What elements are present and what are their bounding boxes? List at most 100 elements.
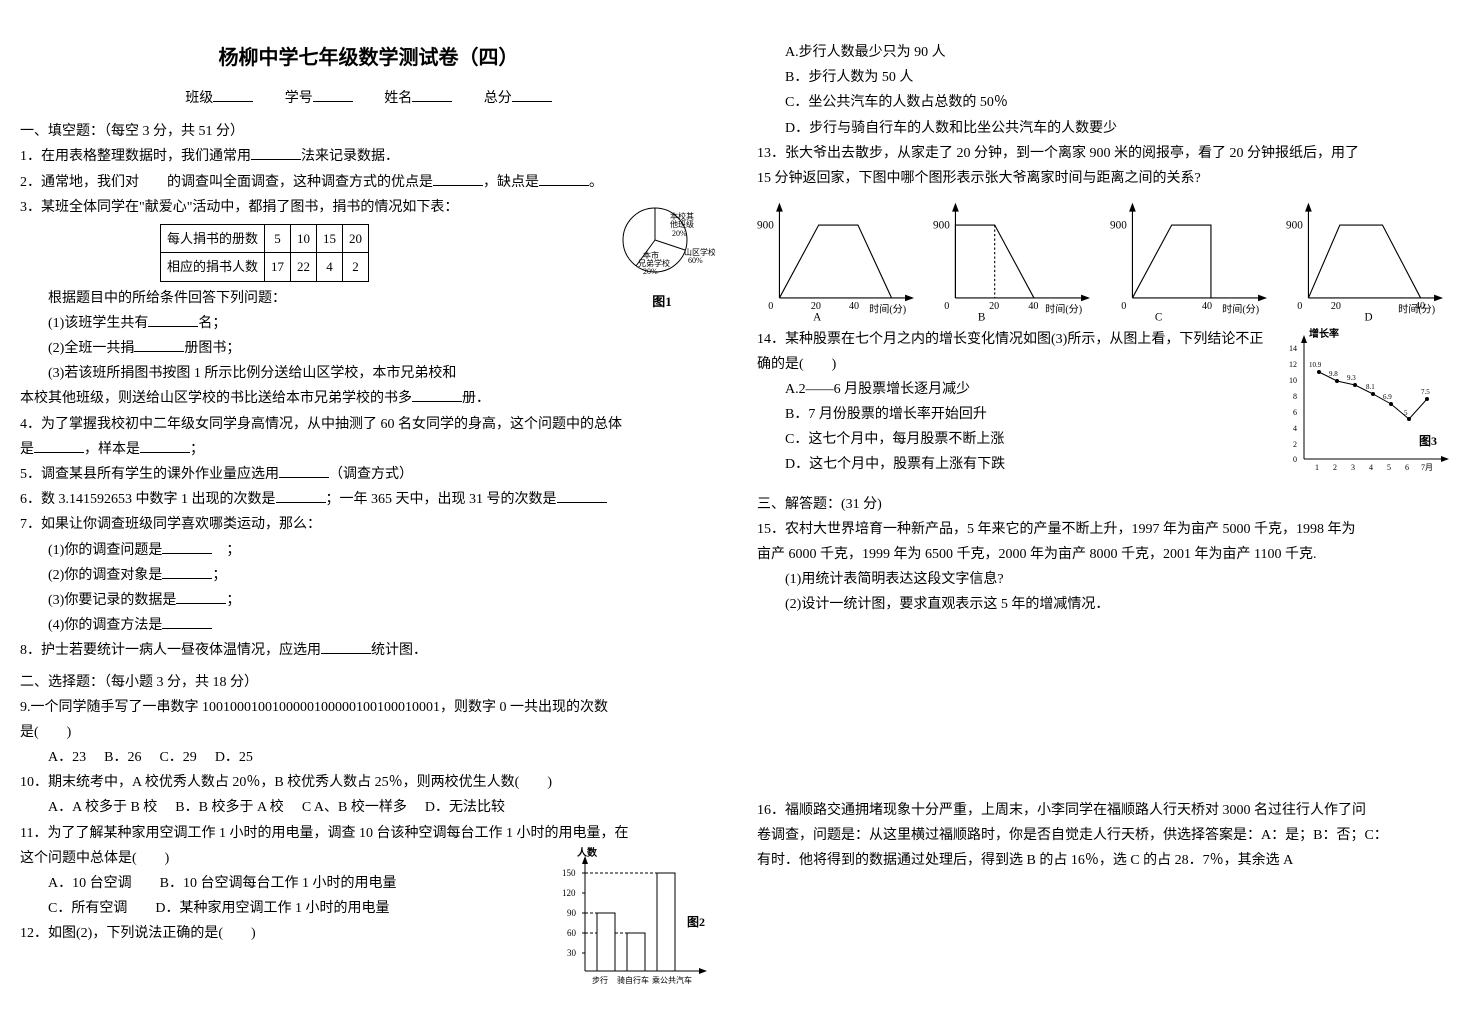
svg-text:5: 5 <box>1404 409 1408 417</box>
svg-text:图3: 图3 <box>1419 434 1437 448</box>
q3-sub3b: 本校其他班级，则送给山区学校的书比送给本市兄弟学校的书多册． <box>20 386 717 411</box>
q13a: 13．张大爷出去散步，从家走了 20 分钟，到一个离家 900 米的阅报亭，看了… <box>757 141 1454 166</box>
svg-text:0: 0 <box>944 301 949 312</box>
q4b: 是，样本是； <box>20 437 717 462</box>
svg-text:900: 900 <box>933 220 950 232</box>
svg-text:7.5: 7.5 <box>1421 388 1430 396</box>
figure-2-bar: 人数 150 120 90 60 30 步行 <box>557 846 717 996</box>
section1-head: 一、填空题：（每空 3 分，共 51 分） <box>20 119 717 144</box>
q9-choices: A．23B．26C．29D．25 <box>20 745 717 770</box>
svg-text:8.1: 8.1 <box>1366 383 1375 391</box>
svg-text:6: 6 <box>1405 463 1409 472</box>
q9a: 9.一个同学随手写了一串数字 1001000100100000100000100… <box>20 695 717 720</box>
svg-text:900: 900 <box>1286 220 1303 232</box>
figure-3-line: 增长率 14 12 10 8 6 4 2 0 10.9 9.8 9.3 <box>1274 327 1454 491</box>
svg-text:时间(分): 时间(分) <box>869 303 906 316</box>
chart-c: 900 0 40 C 时间(分) <box>1110 197 1278 320</box>
svg-text:900: 900 <box>1110 220 1127 232</box>
svg-text:C: C <box>1154 312 1161 321</box>
svg-text:90: 90 <box>567 908 577 918</box>
svg-text:人数: 人数 <box>577 846 598 859</box>
svg-text:6.9: 6.9 <box>1383 393 1392 401</box>
q3-table: 每人捐书的册数5101520 相应的捐书人数172242 <box>160 224 369 282</box>
q7s3: (3)你要记录的数据是； <box>20 588 717 613</box>
svg-text:增长率: 增长率 <box>1309 327 1339 340</box>
svg-text:20: 20 <box>989 301 999 312</box>
q12a: A.步行人数最少只为 90 人 <box>757 40 1454 65</box>
chart-d: 900 0 20 40 D 时间(分) <box>1286 197 1454 320</box>
svg-text:900: 900 <box>757 220 774 232</box>
svg-text:时间(分): 时间(分) <box>1045 303 1082 316</box>
q15b: 亩产 6000 千克，1999 年为 6500 千克，2000 年为亩产 800… <box>757 542 1454 567</box>
q9b: 是( ) <box>20 720 717 745</box>
svg-text:乘公共汽车: 乘公共汽车 <box>652 975 692 985</box>
student-info-line: 班级 学号 姓名 总分 <box>20 86 717 111</box>
chart-a: 900 0 20 40 A 时间(分) <box>757 197 925 320</box>
svg-text:30: 30 <box>567 948 577 958</box>
q7: 7．如果让你调查班级同学喜欢哪类运动，那么： <box>20 512 717 537</box>
svg-text:8: 8 <box>1293 392 1297 401</box>
q3-sub3: (3)若该班所捐图书按图 1 所示比例分送给山区学校，本市兄弟校和 <box>20 361 717 386</box>
svg-text:6: 6 <box>1293 408 1297 417</box>
q12c: C．坐公共汽车的人数占总数的 50％ <box>757 90 1454 115</box>
svg-text:40: 40 <box>1201 301 1211 312</box>
q15s1: (1)用统计表简明表达这段文字信息? <box>757 567 1454 592</box>
svg-text:40: 40 <box>1029 301 1039 312</box>
q16c: 有时．他将得到的数据通过处理后，得到选 B 的占 16％，选 C 的占 28．7… <box>757 848 1454 873</box>
svg-text:D: D <box>1364 312 1372 321</box>
q1: 1．在用表格整理数据时，我们通常用法来记录数据． <box>20 144 717 169</box>
svg-text:150: 150 <box>562 868 576 878</box>
svg-text:A: A <box>813 312 822 321</box>
q7s1: (1)你的调查问题是 ； <box>20 538 717 563</box>
q7s4: (4)你的调查方法是 <box>20 613 717 638</box>
fig1-caption: 图1 <box>607 290 717 313</box>
svg-text:10: 10 <box>1289 376 1297 385</box>
svg-text:时间(分): 时间(分) <box>1398 303 1435 316</box>
section2-head: 二、选择题：（每小题 3 分，共 18 分） <box>20 670 717 695</box>
table-row: 相应的捐书人数172242 <box>161 253 369 281</box>
q6: 6．数 3.141592653 中数字 1 出现的次数是；一年 365 天中，出… <box>20 487 717 512</box>
svg-text:4: 4 <box>1293 424 1297 433</box>
label-id: 学号 <box>285 91 313 106</box>
q11a: 11．为了了解某种家用空调工作 1 小时的用电量，调查 10 台该种空调每台工作… <box>20 821 717 846</box>
q4: 4．为了掌握我校初中二年级女同学身高情况，从中抽测了 60 名女同学的身高，这个… <box>20 412 717 437</box>
q12d: D．步行与骑自行车的人数和比坐公共汽车的人数要少 <box>757 116 1454 141</box>
svg-text:10.9: 10.9 <box>1309 361 1322 369</box>
q10-choices: A．A 校多于 B 校B．B 校多于 A 校C A、B 校一样多D．无法比较 <box>20 795 717 820</box>
svg-text:0: 0 <box>1293 455 1297 464</box>
label-name: 姓名 <box>384 91 412 106</box>
svg-text:2: 2 <box>1293 440 1297 449</box>
svg-text:40: 40 <box>849 301 859 312</box>
svg-text:时间(分): 时间(分) <box>1222 303 1259 316</box>
svg-text:图2: 图2 <box>687 915 705 929</box>
svg-text:0: 0 <box>768 301 773 312</box>
q13b: 15 分钟返回家，下图中哪个图形表示张大爷离家时间与距离之间的关系? <box>757 166 1454 191</box>
svg-text:9.3: 9.3 <box>1347 374 1356 382</box>
q16b: 卷调查，问题是：从这里横过福顺路时，你是否自觉走人行天桥，供选择答案是：A：是；… <box>757 823 1454 848</box>
svg-text:9.8: 9.8 <box>1329 370 1338 378</box>
svg-text:14: 14 <box>1289 344 1297 353</box>
svg-text:0: 0 <box>1121 301 1126 312</box>
q7s2: (2)你的调查对象是； <box>20 563 717 588</box>
q5: 5．调查某县所有学生的课外作业量应选用（调查方式） <box>20 462 717 487</box>
svg-text:120: 120 <box>562 888 576 898</box>
svg-text:步行: 步行 <box>592 975 608 985</box>
svg-text:4: 4 <box>1369 463 1373 472</box>
doc-title: 杨柳中学七年级数学测试卷（四） <box>20 40 717 76</box>
svg-text:3: 3 <box>1351 463 1355 472</box>
table-row: 每人捐书的册数5101520 <box>161 224 369 252</box>
svg-text:60: 60 <box>567 928 577 938</box>
chart-b: 900 0 20 40 B 时间(分) <box>933 197 1101 320</box>
svg-text:1: 1 <box>1315 463 1319 472</box>
q8: 8．护士若要统计一病人一昼夜体温情况，应选用统计图． <box>20 638 717 663</box>
q12b: B．步行人数为 50 人 <box>757 65 1454 90</box>
svg-text:60%: 60% <box>688 256 703 265</box>
svg-text:12: 12 <box>1289 360 1297 369</box>
svg-text:7月: 7月 <box>1421 463 1433 472</box>
right-column: A.步行人数最少只为 90 人 B．步行人数为 50 人 C．坐公共汽车的人数占… <box>757 40 1454 996</box>
svg-text:20%: 20% <box>672 229 687 238</box>
svg-text:5: 5 <box>1387 463 1391 472</box>
q3-sub2: (2)全班一共捐册图书； <box>20 336 717 361</box>
q2: 2．通常地，我们对 的调查叫全面调查，这种调查方式的优点是，缺点是。 <box>20 170 717 195</box>
q15a: 15．农村大世界培育一种新产品，5 年来它的产量不断上升，1997 年为亩产 5… <box>757 517 1454 542</box>
